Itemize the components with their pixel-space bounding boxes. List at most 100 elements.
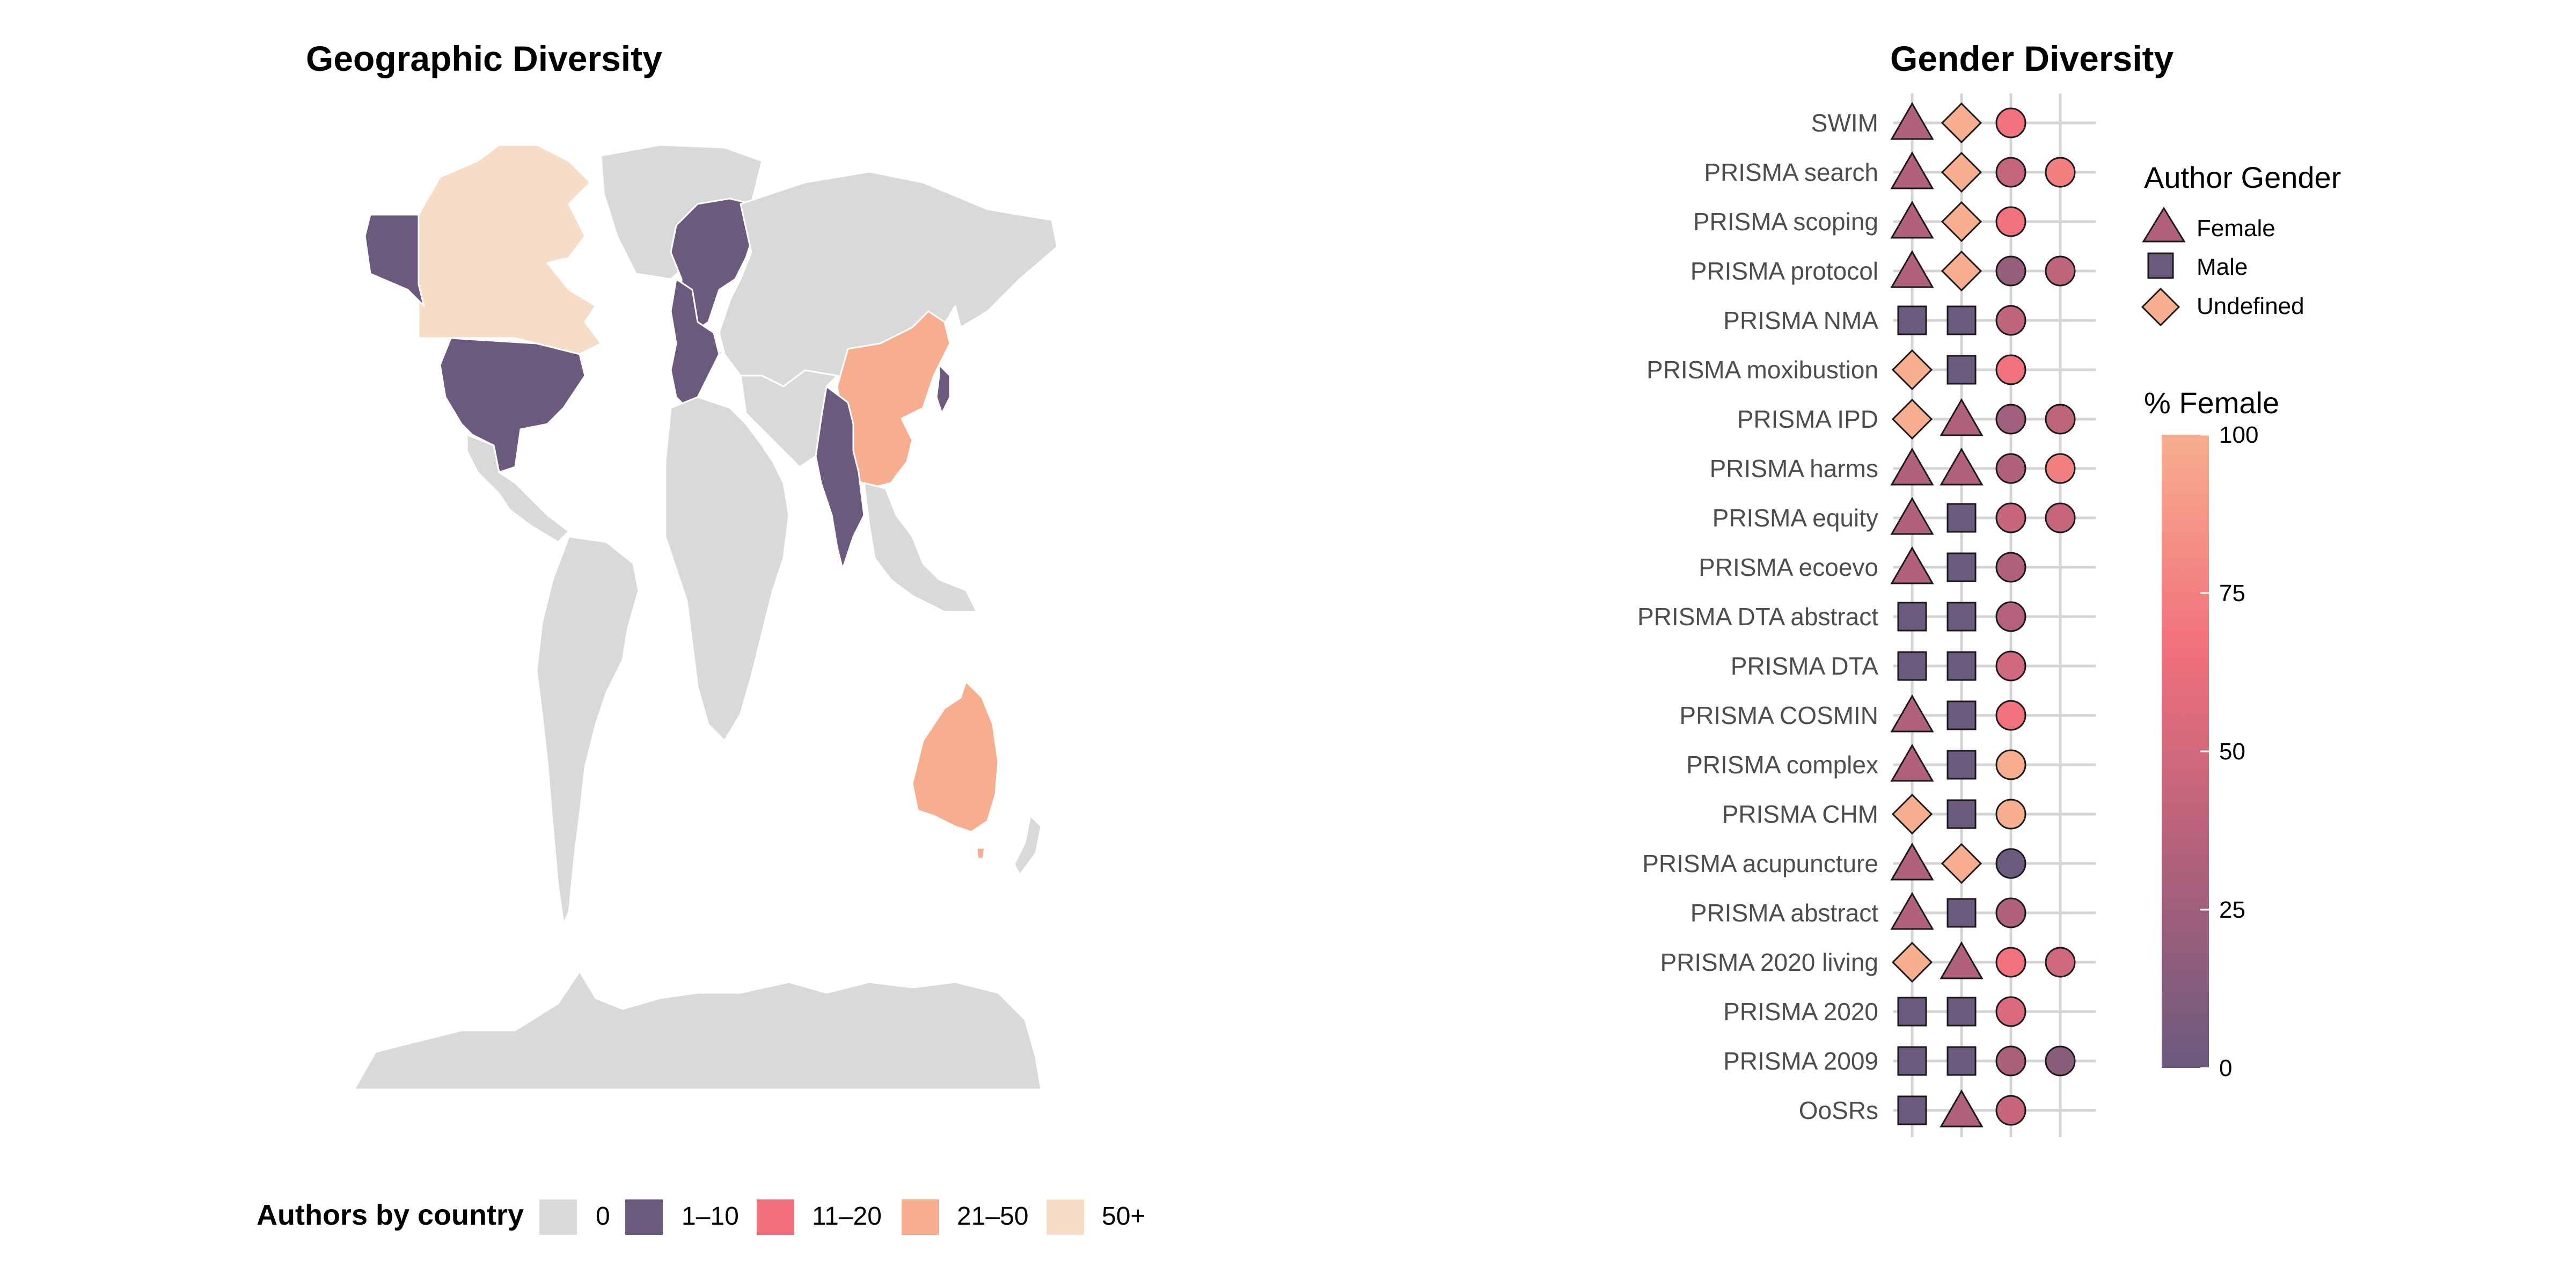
row-label: PRISMA DTA abstract xyxy=(1637,603,1878,631)
row-label: PRISMA COSMIN xyxy=(1679,701,1878,729)
legend-label-3: 21–50 xyxy=(957,1202,1028,1231)
dot-plot: SWIM PRISMA search PRISMA scoping PRISMA pr… xyxy=(1637,93,2096,1137)
male-marker xyxy=(1946,700,1977,730)
female-marker xyxy=(1940,1089,1984,1128)
row-label: PRISMA IPD xyxy=(1737,405,1878,433)
row-label: PRISMA moxibustion xyxy=(1646,356,1878,384)
pct-female-circle xyxy=(1995,996,2026,1027)
female-marker xyxy=(1890,200,1934,239)
row-label: PRISMA DTA xyxy=(1731,652,1879,680)
region-antarctica xyxy=(353,970,1042,1091)
female-marker xyxy=(1940,447,1984,486)
undefined-marker xyxy=(1941,151,1982,193)
region-japan xyxy=(935,364,951,414)
pct-female-circle xyxy=(1995,700,2026,731)
pct-female-circle xyxy=(1995,206,2026,237)
row-label: SWIM xyxy=(1811,109,1878,137)
male-marker xyxy=(1946,552,1977,582)
legend-label-4: 50+ xyxy=(1102,1202,1145,1231)
male-marker xyxy=(1897,651,1927,681)
map-title: Geographic Diversity xyxy=(306,39,662,78)
legend-label-0: 0 xyxy=(596,1202,610,1231)
female-marker xyxy=(1890,447,1934,486)
male-marker xyxy=(1946,355,1977,385)
undefined-marker xyxy=(1941,102,1982,144)
pct-female-circle xyxy=(1995,107,2026,138)
region-africa xyxy=(664,396,790,742)
undefined-marker xyxy=(1941,250,1982,292)
region-tasmania xyxy=(976,847,986,860)
undefined-marker xyxy=(1891,793,1933,835)
row-label: PRISMA complex xyxy=(1686,751,1878,779)
map-legend: Authors by country 0 1–10 11–20 21–50 50… xyxy=(257,1199,1145,1235)
undefined-marker xyxy=(1941,201,1982,243)
legend-swatch-3 xyxy=(902,1199,939,1235)
gender-panel: Gender Diversity SWIM PRISMA search PRISMA… xyxy=(1637,39,2341,1137)
row-label: PRISMA protocol xyxy=(1690,257,1878,285)
region-middle-east xyxy=(740,369,838,468)
male-marker xyxy=(1946,898,1977,928)
region-central-america xyxy=(466,434,570,543)
color-legend-title: % Female xyxy=(2144,386,2279,420)
pct-female-circle xyxy=(1995,354,2026,385)
pct-female-circle xyxy=(1995,601,2026,632)
pct-female-circle xyxy=(1995,897,2026,928)
male-marker xyxy=(1897,305,1927,335)
female-triangle-icon xyxy=(2142,207,2186,243)
male-marker xyxy=(1946,305,1977,335)
male-marker xyxy=(1897,602,1927,632)
row-label: PRISMA abstract xyxy=(1690,899,1878,927)
undefined-marker xyxy=(1891,349,1933,391)
pct-female-circle xyxy=(1995,552,2026,583)
female-marker xyxy=(1890,250,1934,288)
region-southeast-asia xyxy=(863,482,978,613)
female-marker xyxy=(1890,496,1934,535)
pct-female-circle xyxy=(2045,1045,2076,1077)
legend-swatch-4 xyxy=(1046,1199,1084,1235)
pct-female-circle xyxy=(1995,453,2026,484)
female-marker xyxy=(1940,941,1984,979)
pct-female-circle xyxy=(1995,255,2026,287)
pct-female-circle xyxy=(1995,799,2026,830)
pct-female-circle xyxy=(1995,1095,2026,1126)
pct-female-circle xyxy=(1995,947,2026,978)
pct-female-circle xyxy=(1995,305,2026,336)
male-marker xyxy=(1946,997,1977,1027)
color-legend: % Female 0 25 50 75 100 xyxy=(2144,386,2279,1081)
pct-female-circle xyxy=(1995,1045,2026,1077)
legend-male-label: Male xyxy=(2197,254,2248,280)
female-marker xyxy=(1890,546,1934,584)
legend-swatch-1 xyxy=(625,1199,663,1235)
pct-female-circle xyxy=(2045,453,2076,484)
color-tick-label: 100 xyxy=(2219,422,2258,448)
pct-female-circle xyxy=(2045,947,2076,978)
female-marker xyxy=(1890,891,1934,930)
pct-female-circle xyxy=(1995,749,2026,780)
female-marker xyxy=(1890,743,1934,782)
row-label: PRISMA 2009 xyxy=(1723,1047,1878,1075)
shape-legend-title: Author Gender xyxy=(2144,160,2341,194)
region-india xyxy=(815,385,865,570)
row-label: PRISMA CHM xyxy=(1722,800,1878,828)
color-tick-label: 25 xyxy=(2219,897,2245,923)
map-legend-title: Authors by country xyxy=(257,1199,524,1231)
pct-female-circle xyxy=(1995,404,2026,435)
row-label: PRISMA harms xyxy=(1710,455,1878,482)
region-alaska xyxy=(364,214,425,307)
female-marker xyxy=(1890,694,1934,733)
male-marker xyxy=(1946,799,1977,829)
pct-female-circle xyxy=(2045,255,2076,287)
legend-label-1: 1–10 xyxy=(682,1202,739,1231)
shape-legend: Author Gender Female Male Undefined xyxy=(2141,160,2341,327)
pct-female-circle xyxy=(1995,848,2026,879)
female-marker xyxy=(1890,842,1934,881)
region-usa xyxy=(439,337,586,473)
row-label: PRISMA ecoevo xyxy=(1699,553,1878,581)
pct-female-circle xyxy=(1995,157,2026,188)
color-tick-label: 75 xyxy=(2219,580,2245,606)
row-label: PRISMA equity xyxy=(1713,504,1878,532)
gender-title: Gender Diversity xyxy=(1890,39,2174,78)
region-australia xyxy=(911,680,999,833)
row-label: PRISMA scoping xyxy=(1693,208,1878,236)
pct-female-circle xyxy=(1995,502,2026,533)
